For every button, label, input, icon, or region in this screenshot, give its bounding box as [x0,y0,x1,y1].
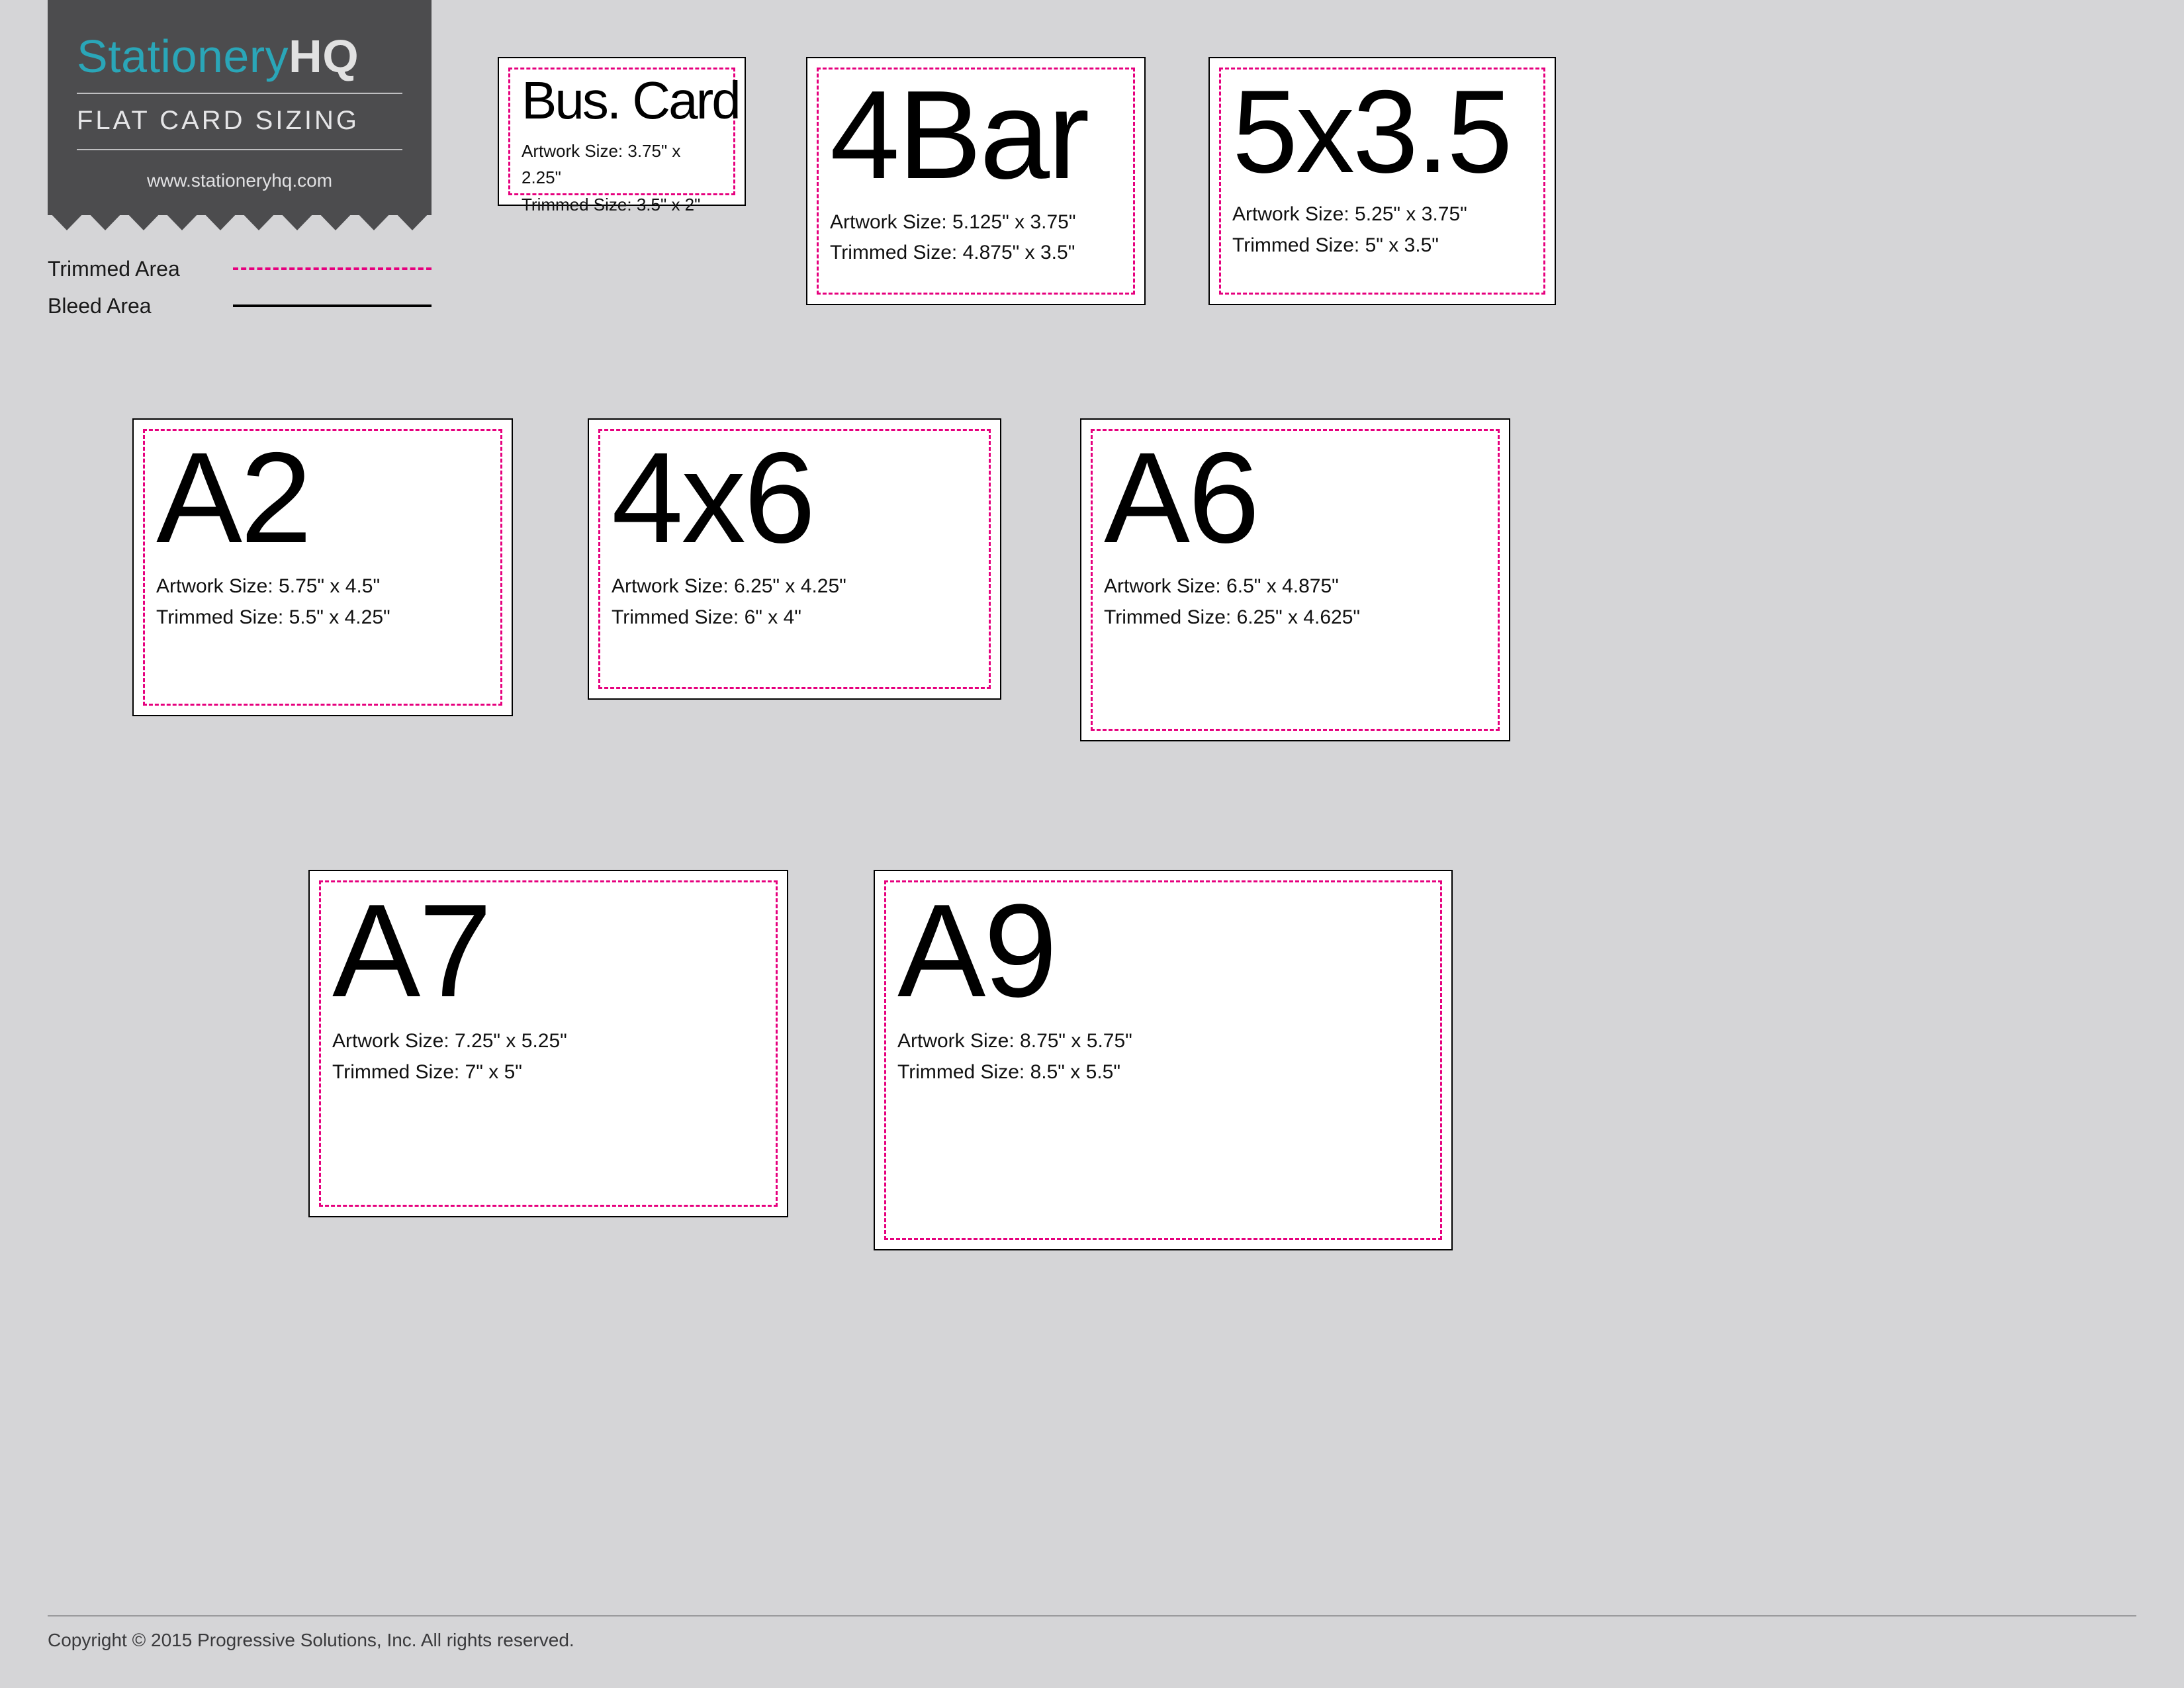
card-specs: Artwork Size: 7.25" x 5.25"Trimmed Size:… [332,1026,764,1088]
card-a9: A9 Artwork Size: 8.75" x 5.75"Trimmed Siz… [874,870,1453,1250]
card-specs: Artwork Size: 6.25" x 4.25"Trimmed Size:… [612,571,978,633]
banner-url: www.stationeryhq.com [77,170,402,191]
legend-label: Trimmed Area [48,257,180,281]
card-4bar: 4Bar Artwork Size: 5.125" x 3.75"Trimmed … [806,57,1146,305]
copyright-text: Copyright © 2015 Progressive Solutions, … [48,1630,574,1651]
card-4x6: 4x6 Artwork Size: 6.25" x 4.25"Trimmed Si… [588,418,1001,700]
card-title: A9 [897,888,1429,1014]
card-bus-card: Bus. CardArtwork Size: 3.75" x 2.25"Trim… [498,57,746,206]
card-content: 4Bar Artwork Size: 5.125" x 3.75"Trimmed … [807,58,1144,304]
card-title: 4Bar [830,75,1122,195]
artwork-size: Artwork Size: 6.5" x 4.875" [1104,571,1486,602]
header-banner: StationeryHQ FLAT CARD SIZING www.statio… [48,0,432,215]
legend-row-dash: Trimmed Area [48,250,432,287]
banner-subtitle: FLAT CARD SIZING [77,106,402,136]
brand-logo: StationeryHQ [77,33,402,79]
trimmed-size: Trimmed Size: 5.5" x 4.25" [156,602,489,633]
legend-label: Bleed Area [48,294,152,318]
trimmed-size: Trimmed Size: 8.5" x 5.5" [897,1057,1429,1088]
trimmed-size: Trimmed Size: 6" x 4" [612,602,978,633]
artwork-size: Artwork Size: 5.125" x 3.75" [830,207,1122,238]
card-title: A2 [156,437,489,559]
artwork-size: Artwork Size: 5.75" x 4.5" [156,571,489,602]
card-title: A6 [1104,437,1486,559]
trimmed-size: Trimmed Size: 5" x 3.5" [1232,230,1532,261]
card-title: Bus. Card [522,75,722,126]
trimmed-size: Trimmed Size: 3.5" x 2" [522,191,722,218]
banner-zigzag-icon [48,211,432,230]
card-title: A7 [332,888,764,1014]
card-content: 4x6 Artwork Size: 6.25" x 4.25"Trimmed Si… [589,420,1000,698]
banner-divider [77,93,402,94]
legend-line-dash [233,267,432,270]
card-title: 5x3.5 [1232,75,1532,187]
card-5x35: 5x3.5 Artwork Size: 5.25" x 3.75"Trimmed … [1208,57,1556,305]
legend: Trimmed Area Bleed Area [48,250,432,324]
card-content: 5x3.5 Artwork Size: 5.25" x 3.75"Trimmed … [1210,58,1555,304]
card-content: Bus. CardArtwork Size: 3.75" x 2.25"Trim… [499,58,745,205]
card-content: A7 Artwork Size: 7.25" x 5.25"Trimmed Siz… [310,871,787,1216]
banner-divider-2 [77,149,402,150]
brand-prefix: Stationery [77,30,289,82]
artwork-size: Artwork Size: 8.75" x 5.75" [897,1026,1429,1057]
card-specs: Artwork Size: 8.75" x 5.75"Trimmed Size:… [897,1026,1429,1088]
brand-suffix: HQ [289,30,359,82]
card-content: A6 Artwork Size: 6.5" x 4.875"Trimmed Siz… [1081,420,1509,740]
trimmed-size: Trimmed Size: 6.25" x 4.625" [1104,602,1486,633]
card-specs: Artwork Size: 5.75" x 4.5"Trimmed Size: … [156,571,489,633]
card-specs: Artwork Size: 3.75" x 2.25"Trimmed Size:… [522,138,722,218]
trimmed-size: Trimmed Size: 7" x 5" [332,1057,764,1088]
artwork-size: Artwork Size: 5.25" x 3.75" [1232,199,1532,230]
card-a7: A7 Artwork Size: 7.25" x 5.25"Trimmed Siz… [308,870,788,1217]
trimmed-size: Trimmed Size: 4.875" x 3.5" [830,238,1122,269]
card-a2: A2 Artwork Size: 5.75" x 4.5"Trimmed Size… [132,418,513,716]
legend-row-solid: Bleed Area [48,287,432,324]
card-content: A2 Artwork Size: 5.75" x 4.5"Trimmed Size… [134,420,512,715]
card-title: 4x6 [612,437,978,559]
artwork-size: Artwork Size: 6.25" x 4.25" [612,571,978,602]
artwork-size: Artwork Size: 7.25" x 5.25" [332,1026,764,1057]
card-content: A9 Artwork Size: 8.75" x 5.75"Trimmed Siz… [875,871,1451,1249]
card-specs: Artwork Size: 5.25" x 3.75"Trimmed Size:… [1232,199,1532,261]
artwork-size: Artwork Size: 3.75" x 2.25" [522,138,722,191]
footer-divider [48,1615,2136,1617]
card-specs: Artwork Size: 5.125" x 3.75"Trimmed Size… [830,207,1122,269]
legend-line-solid [233,305,432,307]
card-a6: A6 Artwork Size: 6.5" x 4.875"Trimmed Siz… [1080,418,1510,741]
card-specs: Artwork Size: 6.5" x 4.875"Trimmed Size:… [1104,571,1486,633]
